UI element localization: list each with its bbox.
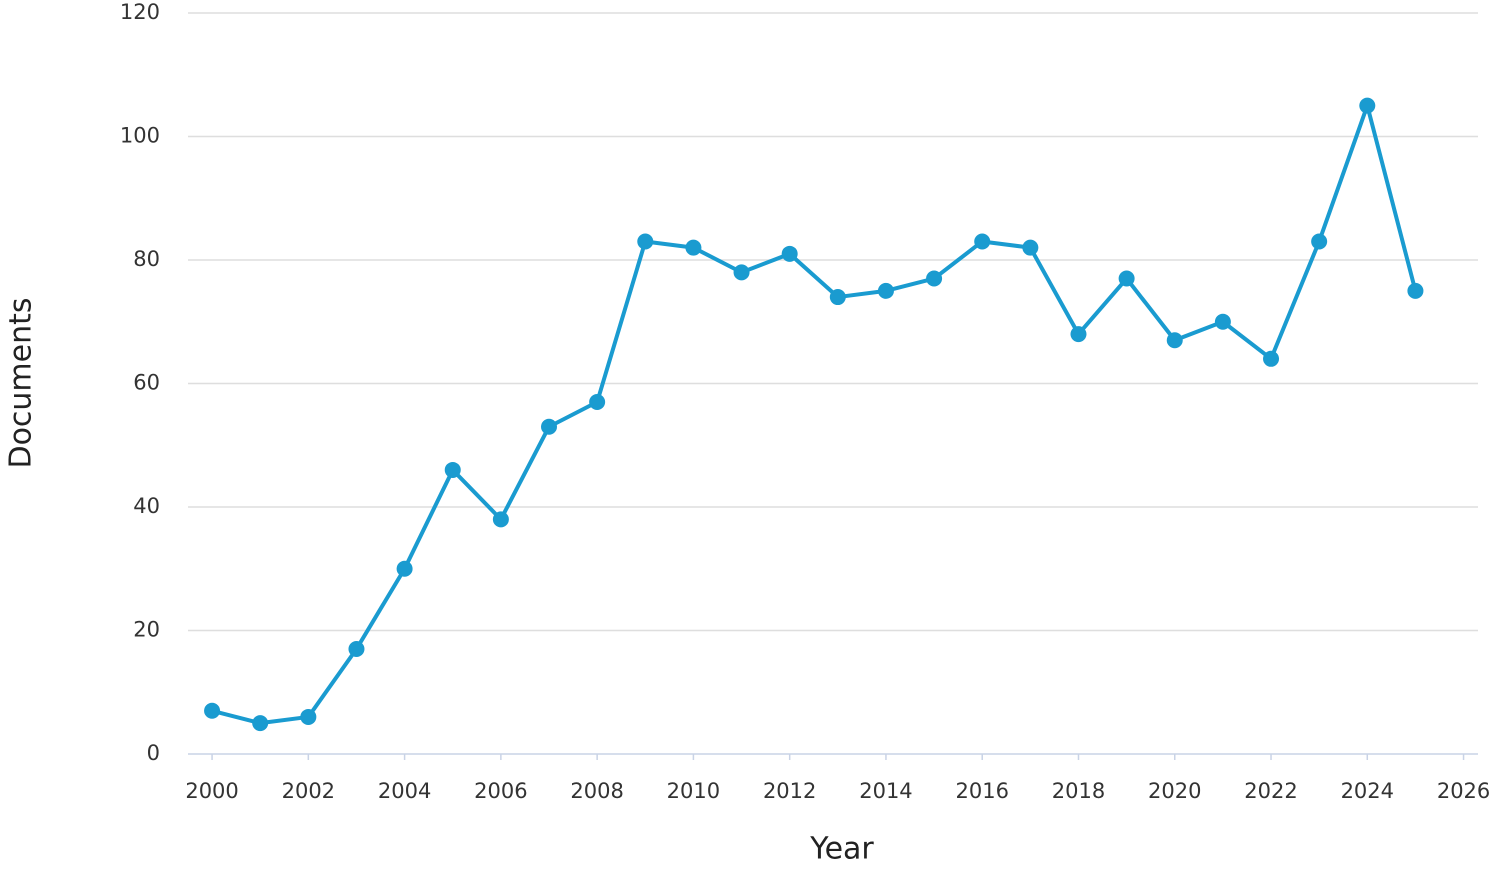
data-point	[348, 641, 365, 658]
y-tick-label: 20	[133, 618, 160, 642]
data-point	[1359, 97, 1376, 114]
x-tick-label: 2022	[1244, 779, 1297, 803]
x-axis-title: Year	[809, 832, 874, 867]
data-point	[444, 461, 461, 478]
data-point	[204, 702, 221, 719]
x-tick-label: 2012	[763, 779, 816, 803]
data-point	[252, 715, 269, 732]
data-point	[541, 418, 558, 435]
y-tick-label: 100	[120, 124, 160, 148]
x-tick-label: 2006	[474, 779, 527, 803]
data-point	[1311, 233, 1328, 250]
x-tick-label: 2018	[1052, 779, 1105, 803]
data-line	[211, 103, 1418, 726]
x-tick-label: 2016	[955, 779, 1008, 803]
data-point	[1214, 313, 1231, 330]
data-point	[637, 233, 654, 250]
data-point	[1166, 332, 1183, 349]
data-point	[1070, 326, 1087, 343]
x-tick-label: 2008	[570, 779, 623, 803]
data-point	[589, 394, 606, 411]
data-point	[829, 289, 846, 306]
data-point	[877, 282, 894, 299]
y-tick-label: 60	[133, 371, 160, 395]
data-point	[1263, 350, 1280, 367]
y-tick-label: 40	[133, 494, 160, 518]
x-tick-label: 2010	[667, 779, 720, 803]
x-tick-label: 2000	[185, 779, 238, 803]
data-point	[685, 239, 702, 256]
data-point	[1118, 270, 1135, 287]
data-point	[1407, 282, 1424, 299]
data-point	[781, 245, 798, 262]
x-tick-label: 2024	[1341, 779, 1394, 803]
x-tick-label: 2014	[859, 779, 912, 803]
data-point	[926, 270, 943, 287]
data-point	[733, 264, 750, 281]
x-tick-label: 2004	[378, 779, 431, 803]
x-tick-label: 2026	[1437, 779, 1490, 803]
x-tick-label: 2020	[1148, 779, 1201, 803]
y-tick-label: 120	[120, 0, 160, 24]
y-tick-label: 80	[133, 247, 160, 271]
data-point	[974, 233, 991, 250]
data-point	[396, 560, 413, 577]
data-point	[1022, 239, 1039, 256]
y-axis-title: Documents	[4, 297, 39, 468]
x-tick-label: 2002	[282, 779, 335, 803]
y-tick-label: 0	[147, 741, 160, 765]
data-point	[492, 511, 509, 528]
data-point	[300, 708, 317, 725]
